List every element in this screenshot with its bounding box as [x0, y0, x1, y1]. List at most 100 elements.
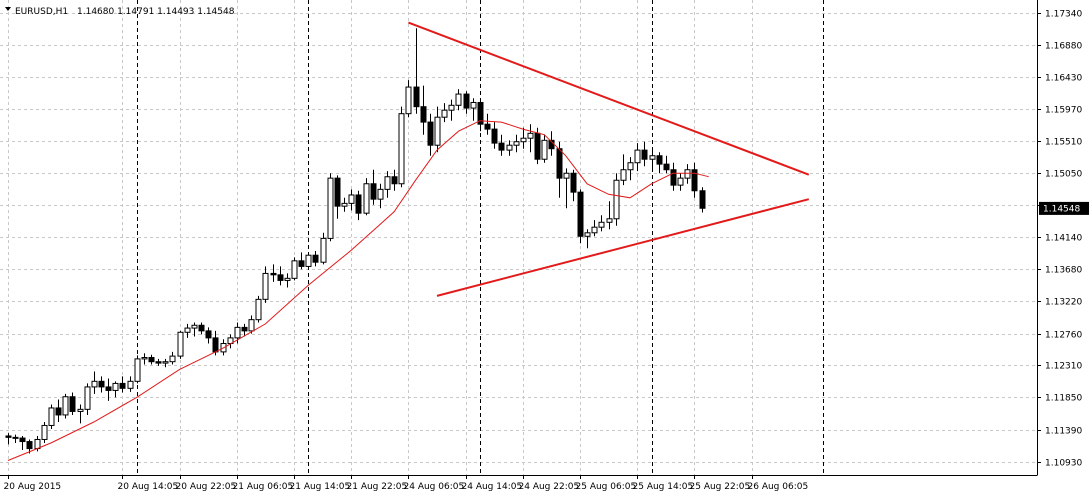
y-tick-label: 1.16430: [1045, 74, 1082, 84]
candle: [320, 232, 327, 265]
candle: [355, 190, 362, 221]
candle: [262, 266, 269, 303]
candle-body-bearish: [19, 437, 26, 443]
candle-body-bullish: [506, 144, 513, 151]
candle: [377, 183, 384, 209]
x-tick-label: 25 Aug 06:05: [576, 482, 637, 492]
candle: [441, 103, 448, 123]
candle-body-bearish: [26, 441, 33, 450]
candle: [363, 178, 370, 216]
candle-body-bullish: [341, 202, 348, 207]
candle: [205, 327, 212, 344]
candle-body-bearish: [427, 121, 434, 146]
symbol-label: EURUSD,H1: [15, 7, 68, 17]
candle-body-bearish: [198, 324, 205, 332]
candle: [69, 392, 76, 415]
candle-body-bullish: [234, 326, 241, 339]
candle: [627, 157, 634, 181]
y-tick-label: 1.11390: [1045, 427, 1082, 437]
candle: [19, 435, 26, 450]
candle: [434, 106, 441, 153]
candle-body-bullish: [141, 356, 148, 360]
trendline-upper[interactable]: [408, 21, 810, 176]
candle: [298, 252, 305, 270]
candle: [570, 169, 577, 202]
candle: [670, 162, 677, 191]
candle: [384, 171, 391, 198]
candle: [270, 264, 277, 282]
candle: [305, 252, 312, 270]
candle: [370, 169, 377, 205]
candle: [699, 187, 706, 213]
candle: [334, 175, 341, 219]
candle-body-bearish: [413, 86, 420, 108]
grid-lines: [0, 0, 1037, 475]
candle: [348, 189, 355, 211]
candle: [119, 376, 126, 393]
ohlc-values: 1.14680 1.14791 1.14493 1.14548: [77, 7, 235, 17]
candle-body-bullish: [384, 176, 391, 190]
candle: [598, 215, 605, 232]
candle: [341, 197, 348, 212]
candle: [155, 358, 162, 366]
candle-body-bearish: [5, 435, 12, 438]
candle-body-bullish: [191, 324, 198, 329]
candle-body-bullish: [620, 169, 627, 181]
candle-body-bearish: [69, 396, 76, 412]
candle: [413, 28, 420, 114]
candle-body-bullish: [649, 155, 656, 160]
candle: [634, 143, 641, 172]
y-tick-label: 1.12310: [1045, 362, 1082, 372]
candle-body-bullish: [520, 137, 527, 143]
x-tick-label: 20 Aug 22:05: [176, 482, 237, 492]
candle-body-bullish: [77, 408, 84, 412]
candle: [613, 173, 620, 226]
candle-body-bullish: [684, 169, 691, 179]
candle: [127, 376, 134, 392]
candle-body-bullish: [448, 104, 455, 111]
candle: [98, 376, 105, 393]
candle-body-bearish: [205, 330, 212, 339]
y-tick-label: 1.12760: [1045, 331, 1082, 341]
candle-body-bearish: [119, 382, 126, 389]
candle-body-bearish: [148, 356, 155, 363]
price-badge: 1.14548: [1039, 201, 1089, 215]
x-tick-label: 21 Aug 22:05: [347, 482, 408, 492]
candle: [112, 381, 119, 398]
trendlines[interactable]: [408, 21, 810, 297]
candle-body-bullish: [134, 358, 141, 382]
y-tick-label: 1.13680: [1045, 266, 1082, 276]
candle: [248, 315, 255, 334]
candle-body-bullish: [363, 183, 370, 214]
candle: [498, 134, 505, 156]
candle: [463, 91, 470, 114]
candle: [455, 89, 462, 111]
candle-body-bullish: [284, 277, 291, 281]
candle: [663, 155, 670, 174]
candle: [656, 152, 663, 174]
candle: [148, 354, 155, 365]
x-tick-label: 24 Aug 22:05: [519, 482, 580, 492]
candle-body-bullish: [513, 141, 520, 146]
candle-body-bullish: [327, 177, 334, 239]
candle: [513, 134, 520, 153]
candle: [41, 421, 48, 443]
candle: [55, 399, 62, 422]
candle-body-bearish: [477, 101, 484, 125]
candle-body-bullish: [563, 172, 570, 179]
candle-body-bullish: [606, 218, 613, 223]
candle-body-bearish: [570, 172, 577, 193]
candle: [77, 404, 84, 424]
candle-body-bullish: [262, 272, 269, 300]
candle-body-bearish: [155, 361, 162, 364]
trendline-lower[interactable]: [436, 198, 810, 297]
candle: [255, 295, 262, 323]
candle: [327, 173, 334, 242]
candle-body-bearish: [370, 183, 377, 200]
candle-body-bearish: [534, 132, 541, 160]
candle-body-bearish: [691, 169, 698, 192]
triangle-down-icon[interactable]: [5, 7, 11, 11]
